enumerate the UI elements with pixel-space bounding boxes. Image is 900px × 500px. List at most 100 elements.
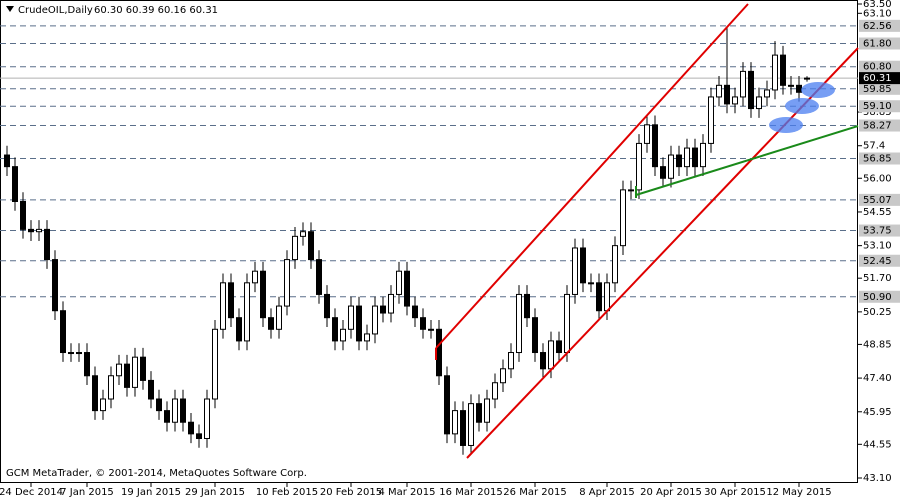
candle-body (644, 124, 650, 144)
x-tick-label: 19 Jan 2015 (121, 487, 181, 498)
candle-body (92, 375, 98, 412)
candle-body (508, 352, 514, 370)
candle-body (396, 270, 402, 295)
candle-body (476, 403, 482, 423)
candle-body (308, 231, 314, 261)
candle-body (172, 398, 178, 423)
candle-body (356, 305, 362, 342)
x-tick-label: 24 Dec 2014 (0, 487, 63, 498)
candle-body (132, 356, 138, 388)
level-label-bg (859, 100, 900, 113)
highlight-ellipse (801, 82, 835, 98)
candle-body (180, 398, 186, 423)
candle-body (500, 368, 506, 384)
level-label-bg (859, 224, 900, 237)
candle-body (84, 352, 90, 377)
x-tick-label: 20 Feb 2015 (320, 487, 382, 498)
candle-body (324, 293, 330, 319)
candle-body (780, 54, 786, 86)
candle-body (204, 398, 210, 439)
level-label-bg (859, 152, 900, 165)
x-tick-label: 16 Mar 2015 (439, 487, 502, 498)
candle-body (452, 410, 458, 435)
candle-body (548, 340, 554, 370)
level-label: 53.75 (863, 226, 892, 237)
candle-body (340, 328, 346, 342)
levels (0, 25, 858, 298)
candle-body (740, 70, 746, 98)
level-label: 52.45 (863, 256, 892, 267)
candle-body (28, 228, 34, 233)
candle-body (484, 398, 490, 423)
candle-body (404, 270, 410, 307)
candle-body (516, 293, 522, 354)
candle-body (76, 352, 82, 355)
candle-body (700, 142, 706, 168)
candle-body (156, 398, 162, 412)
candle-body (436, 328, 442, 377)
level-label: 56.85 (863, 154, 892, 165)
y-tick-label: 56.00 (863, 173, 892, 184)
candle-body (12, 166, 18, 203)
candle-body (244, 282, 250, 342)
candle-body (708, 96, 714, 144)
x-tick-label: 29 Jan 2015 (185, 487, 245, 498)
candle-body (612, 245, 618, 284)
candle-body (196, 433, 202, 439)
candle-body (316, 259, 322, 295)
trend-drawings (435, 3, 859, 459)
y-tick-label: 53.10 (863, 241, 892, 252)
candle-body (532, 317, 538, 354)
candle-body (276, 305, 282, 330)
ohlc-text: 60.30 60.39 60.16 60.31 (94, 5, 218, 16)
candle-body (228, 282, 234, 319)
level-label-bg (859, 254, 900, 267)
candle-body (684, 147, 690, 168)
candle-body (236, 317, 242, 342)
candle-body (372, 305, 378, 335)
level-label-bg (859, 19, 900, 32)
candle-body (724, 84, 730, 105)
candle-body (140, 356, 146, 381)
candle-body (804, 77, 810, 80)
channel-upper (435, 3, 749, 349)
y-tick-label: 63.10 (863, 8, 892, 19)
candle-body (212, 328, 218, 400)
candle-body (540, 352, 546, 370)
current-price-label: 60.31 (863, 73, 892, 84)
candle-body (772, 54, 778, 91)
candle-body (380, 305, 386, 314)
plot-frame (0, 0, 858, 483)
level-label: 61.80 (863, 39, 892, 50)
candle-body (628, 189, 634, 192)
candle-body (716, 84, 722, 98)
candle-body (252, 270, 258, 284)
candle-body (68, 352, 74, 355)
highlight-ellipse (769, 117, 803, 133)
level-label-bg (859, 60, 900, 73)
candle-body (596, 282, 602, 312)
candle-body (620, 189, 626, 247)
candle-body (268, 317, 274, 330)
candle-body (36, 228, 42, 233)
level-label: 60.80 (863, 62, 892, 73)
candle-body (164, 410, 170, 423)
candle-body (788, 84, 794, 87)
level-label-bg (859, 119, 900, 132)
level-label: 59.10 (863, 101, 892, 112)
y-tick-label: 58.85 (863, 107, 892, 118)
candle-body (444, 375, 450, 435)
current-price-bg (859, 72, 900, 85)
candles (4, 27, 810, 455)
candle-body (636, 142, 642, 191)
candle-body (188, 421, 194, 435)
candle-body (460, 410, 466, 446)
y-tick-label: 45.95 (863, 407, 892, 418)
x-tick-label: 7 Jan 2015 (60, 487, 114, 498)
y-tick-label: 63.50 (863, 0, 892, 10)
candle-body (348, 305, 354, 330)
candle-body (124, 363, 130, 388)
y-tick-label: 48.85 (863, 339, 892, 350)
candle-body (108, 375, 114, 400)
